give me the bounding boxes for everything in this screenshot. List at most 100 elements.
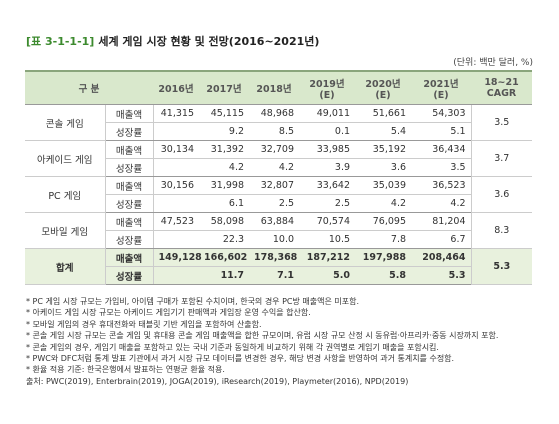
cagr-cell: 3.5 bbox=[470, 104, 533, 141]
value-cell: 5.0 bbox=[299, 266, 356, 285]
cagr-cell: 8.3 bbox=[470, 212, 533, 249]
value-cell: 149,128 bbox=[153, 248, 202, 267]
value-cell: 4.2 bbox=[249, 158, 300, 177]
table-row: 성장률 4.2 4.2 3.9 3.6 3.5 bbox=[25, 158, 532, 177]
header-cell: 2018년 bbox=[249, 70, 300, 105]
group-name: 콘솔 게임 bbox=[25, 104, 106, 141]
notes: * PC 게임 시장 규모는 가입비, 아이템 구매가 포함된 수치이며, 한국… bbox=[26, 296, 536, 387]
empty-cell bbox=[153, 230, 200, 249]
value-cell: 9.2 bbox=[199, 122, 250, 141]
header-row: 구 분 2016년 2017년 2018년 2019년(E) 2020년(E) 2021년(… bbox=[25, 70, 533, 105]
value-cell: 197,988 bbox=[355, 248, 412, 267]
value-cell: 32,709 bbox=[249, 140, 300, 159]
value-cell: 33,642 bbox=[299, 176, 356, 195]
note: * 환율 적용 기준: 한국은행에서 발표하는 연평균 환율 적용. bbox=[26, 365, 225, 375]
metric: 매출액 bbox=[105, 140, 154, 159]
note: * 아케이드 게임 시장 규모는 아케이드 게임기기 판매액과 게임장 운영 수… bbox=[26, 308, 311, 318]
value-cell: 54,303 bbox=[411, 104, 472, 123]
empty-cell bbox=[153, 158, 200, 177]
value-cell: 49,011 bbox=[299, 104, 356, 123]
value-cell: 8.5 bbox=[249, 122, 300, 141]
value-cell: 10.5 bbox=[299, 230, 356, 249]
empty-cell bbox=[153, 266, 200, 285]
note: * 콘솔 게임의 경우, 게임기 매출을 포함하고 있는 국내 기준과 동일하게… bbox=[26, 342, 439, 352]
value-cell: 58,098 bbox=[199, 212, 250, 231]
value-cell: 30,156 bbox=[153, 176, 200, 195]
value-cell: 10.0 bbox=[249, 230, 300, 249]
table-row: 합계 매출액 149,128 166,602 178,368 187,212 197,988… bbox=[25, 248, 533, 285]
metric: 성장률 bbox=[105, 266, 154, 285]
value-cell: 4.2 bbox=[411, 194, 472, 213]
table-row: 성장률 11.7 7.1 5.0 5.8 5.3 bbox=[25, 266, 532, 285]
metric: 성장률 bbox=[105, 194, 154, 213]
cagr-cell: 3.6 bbox=[470, 176, 533, 213]
table-row: 성장률 6.1 2.5 2.5 4.2 4.2 bbox=[25, 194, 532, 213]
note: * 콘솔 게임 시장 규모는 콘솔 게임 및 휴대용 콘솔 게임 매출액을 합한… bbox=[26, 331, 499, 341]
value-cell: 4.2 bbox=[199, 158, 250, 177]
value-cell: 5.1 bbox=[411, 122, 472, 141]
value-cell: 31,392 bbox=[199, 140, 250, 159]
metric: 매출액 bbox=[105, 104, 154, 123]
empty-cell bbox=[153, 194, 200, 213]
note: * PWC와 DFC처럼 통계 발표 기관에서 과거 시장 규모 데이터를 변경… bbox=[26, 354, 455, 364]
value-cell: 48,968 bbox=[249, 104, 300, 123]
value-cell: 51,661 bbox=[355, 104, 412, 123]
value-cell: 2.5 bbox=[249, 194, 300, 213]
note: * 모바일 게임의 경우 휴대전화와 태블릿 기반 게임을 포함하여 산출함. bbox=[26, 319, 262, 329]
value-cell: 6.1 bbox=[199, 194, 250, 213]
table-row: 모바일 게임 매출액 47,523 58,098 63,884 70,574 76,095 8… bbox=[25, 212, 533, 249]
value-cell: 47,523 bbox=[153, 212, 200, 231]
unit: (단위: 백만 달러, %) bbox=[453, 58, 533, 68]
value-cell: 11.7 bbox=[199, 266, 250, 285]
header-cell: 2020년(E) bbox=[355, 70, 412, 105]
table-body: 콘솔 게임 매출액 41,315 45,115 48,968 49,011 51,661 54… bbox=[25, 104, 533, 285]
group-name: 합계 bbox=[25, 248, 106, 285]
value-cell: 3.9 bbox=[299, 158, 356, 177]
value-cell: 4.2 bbox=[355, 194, 412, 213]
value-cell: 166,602 bbox=[199, 248, 250, 267]
metric: 성장률 bbox=[105, 122, 154, 141]
metric: 매출액 bbox=[105, 248, 154, 267]
value-cell: 3.5 bbox=[411, 158, 472, 177]
metric: 성장률 bbox=[105, 230, 154, 249]
table-row: 콘솔 게임 매출액 41,315 45,115 48,968 49,011 51,661 54… bbox=[25, 104, 533, 141]
value-cell: 35,039 bbox=[355, 176, 412, 195]
value-cell: 33,985 bbox=[299, 140, 356, 159]
empty-cell bbox=[153, 122, 200, 141]
value-cell: 36,434 bbox=[411, 140, 472, 159]
value-cell: 36,523 bbox=[411, 176, 472, 195]
header-cell: 2019년(E) bbox=[299, 70, 356, 105]
cagr-cell: 5.3 bbox=[470, 248, 533, 285]
table: 구 분 2016년 2017년 2018년 2019년(E) 2020년(E) 2021년(… bbox=[25, 70, 533, 285]
value-cell: 3.6 bbox=[355, 158, 412, 177]
header-cell: 2017년 bbox=[199, 70, 250, 105]
value-cell: 41,315 bbox=[153, 104, 200, 123]
table-row: 성장률 9.2 8.5 0.1 5.4 5.1 bbox=[25, 122, 532, 141]
value-cell: 32,807 bbox=[249, 176, 300, 195]
header-cell: 18~21 CAGR bbox=[471, 70, 533, 105]
value-cell: 0.1 bbox=[299, 122, 356, 141]
value-cell: 5.3 bbox=[411, 266, 472, 285]
group-name: PC 게임 bbox=[25, 176, 106, 213]
value-cell: 178,368 bbox=[249, 248, 300, 267]
value-cell: 22.3 bbox=[199, 230, 250, 249]
value-cell: 31,998 bbox=[199, 176, 250, 195]
value-cell: 63,884 bbox=[249, 212, 300, 231]
value-cell: 35,192 bbox=[355, 140, 412, 159]
metric: 매출액 bbox=[105, 176, 154, 195]
title: [표 3-1-1-1] 세계 게임 시장 현황 및 전망(2016~2021년) bbox=[26, 33, 319, 49]
cagr-cell: 3.7 bbox=[470, 140, 533, 177]
note: * PC 게임 시장 규모는 가입비, 아이템 구매가 포함된 수치이며, 한국… bbox=[26, 297, 360, 306]
value-cell: 70,574 bbox=[299, 212, 356, 231]
value-cell: 30,134 bbox=[153, 140, 200, 159]
value-cell: 2.5 bbox=[299, 194, 356, 213]
value-cell: 187,212 bbox=[299, 248, 356, 267]
source: 출처: PWC(2019), Enterbrain(2019), JOGA(20… bbox=[26, 376, 409, 386]
value-cell: 208,464 bbox=[411, 248, 472, 267]
value-cell: 5.4 bbox=[355, 122, 412, 141]
table-row: 아케이드 게임 매출액 30,134 31,392 32,709 33,985 35,192… bbox=[25, 140, 533, 177]
title-label: [표 3-1-1-1] bbox=[26, 35, 95, 48]
title-text: 세계 게임 시장 현황 및 전망(2016~2021년) bbox=[98, 35, 320, 48]
value-cell: 7.1 bbox=[249, 266, 300, 285]
